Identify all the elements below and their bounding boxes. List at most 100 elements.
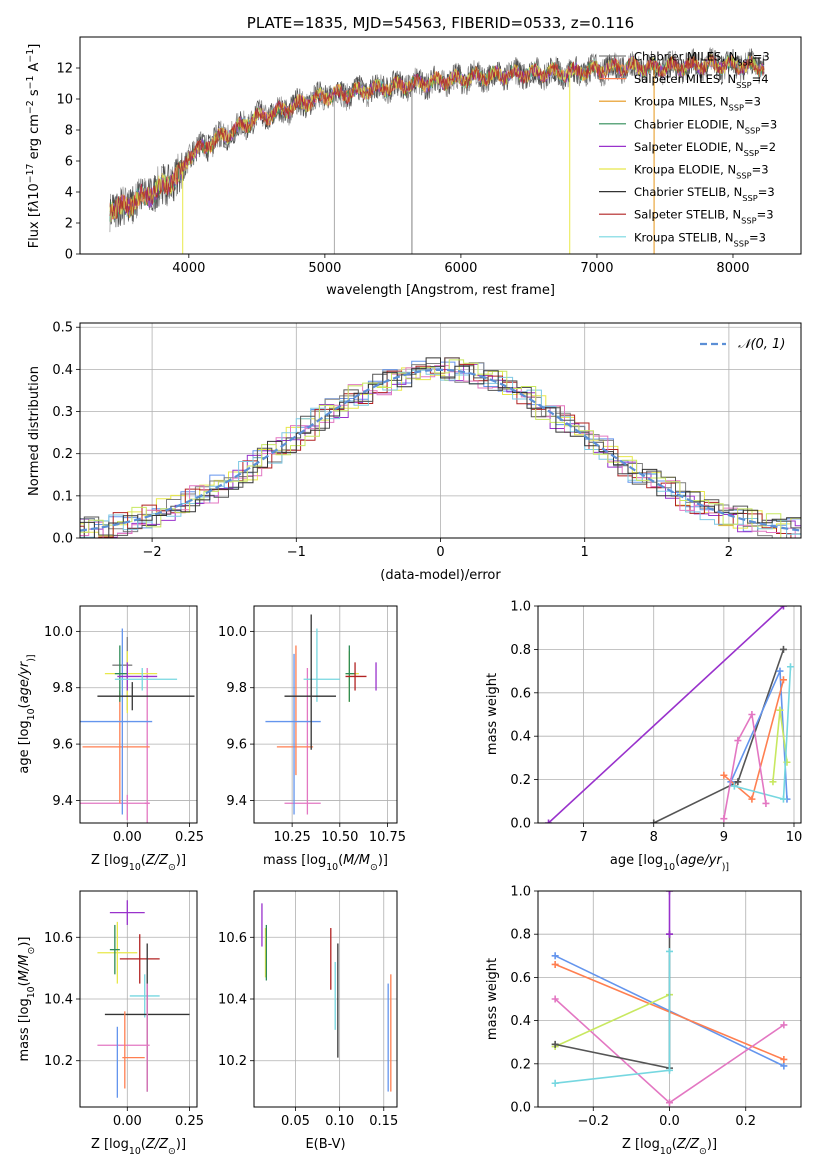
errorbar-point <box>129 974 160 1018</box>
x-tick-label: 5000 <box>308 261 341 276</box>
y-axis-label-part: −17 <box>25 163 36 183</box>
x-axis-label-part: Z/Z <box>676 1137 700 1152</box>
weight-marker <box>780 1055 788 1063</box>
y-tick-label: 1.0 <box>510 600 531 615</box>
y-tick-label: 0.4 <box>510 1014 531 1029</box>
histogram-series <box>80 363 801 538</box>
legend-label: Kroupa MILES, NSSP=3 <box>634 95 761 113</box>
x-axis-label-part: ( <box>675 853 680 868</box>
legend-label-part: Salpeter ELODIE, N <box>634 140 744 154</box>
y-tick-label: 10.4 <box>44 993 73 1008</box>
y-axis-label-part: −1 <box>25 76 36 90</box>
legend-label: Salpeter STELIB, NSSP=3 <box>634 208 774 226</box>
legend-label-part: =3 <box>757 208 774 222</box>
y-axis-label-part: erg cm <box>27 114 42 163</box>
x-axis-label-part: age/yr <box>680 853 723 868</box>
x-tick-label: −1 <box>287 545 306 560</box>
y-axis-label: age [log10(age/yr)] <box>17 654 37 773</box>
x-axis-label-part: Z/Z <box>145 853 169 868</box>
x-tick-label: 10.50 <box>321 830 358 845</box>
x-tick-label: 0.0 <box>659 1114 680 1129</box>
legend-label-part: SSP <box>741 216 756 226</box>
x-axis-label-part: Z [log <box>91 853 129 868</box>
axes-frame <box>79 605 198 824</box>
legend-label-part: =2 <box>759 140 776 154</box>
weight-line <box>547 606 785 823</box>
y-axis-label-part: 10 <box>26 708 37 720</box>
legend-label-part: Kroupa MILES, N <box>634 95 729 109</box>
y-tick-label: 9.8 <box>52 681 73 696</box>
legend-label-part: =3 <box>753 50 770 64</box>
legend-label: Salpeter MILES, NSSP=4 <box>634 72 769 90</box>
y-tick-label: 12 <box>56 62 73 77</box>
weight-line <box>555 934 671 1070</box>
legend-label: Chabrier STELIB, NSSP=3 <box>634 185 775 203</box>
x-axis-label-part: ( <box>672 1137 677 1152</box>
weight-marker <box>666 891 673 895</box>
y-axis-label: mass weight <box>485 958 500 1040</box>
weight-marker <box>762 799 770 807</box>
y-tick-label: 10.0 <box>44 625 73 640</box>
weight-marker <box>666 1099 673 1107</box>
x-tick-label: 0.00 <box>113 1114 142 1129</box>
weight-marker <box>780 1062 788 1070</box>
errorbar-point <box>109 924 120 975</box>
x-tick-label: 0.00 <box>113 830 142 845</box>
x-tick-label: 0.05 <box>281 1114 310 1129</box>
legend-label-part: SSP <box>744 148 759 158</box>
y-tick-label: 1.0 <box>510 885 531 900</box>
x-axis-label: E(B-V) <box>305 1137 345 1152</box>
errorbar-point <box>303 628 340 702</box>
histogram-series <box>80 357 801 538</box>
weight-line <box>723 712 767 819</box>
legend-label-part: SSP <box>736 171 751 181</box>
chart-title: PLATE=1835, MJD=54563, FIBERID=0533, z=0… <box>247 14 634 32</box>
x-axis-label: Z [log10(Z/Z⊙)] <box>91 1137 186 1157</box>
axes-frame <box>537 605 802 824</box>
y-tick-label: 0.4 <box>510 730 531 745</box>
weight-marker <box>720 771 728 779</box>
weight-marker <box>779 645 787 653</box>
histogram-series <box>80 359 801 538</box>
errorbar-point <box>82 690 150 804</box>
y-tick-label: 10.6 <box>218 931 247 946</box>
weight-marker <box>551 1079 559 1087</box>
x-axis-label: Z [log10(Z/Z⊙)] <box>622 1137 717 1157</box>
errorbar-point <box>109 900 145 925</box>
y-axis-label-part: age [log <box>17 720 32 773</box>
weight-marker <box>545 819 553 823</box>
x-tick-label: 6000 <box>444 261 477 276</box>
x-axis-label-part: ( <box>141 853 146 868</box>
legend-label-part: Chabrier STELIB, N <box>634 185 742 199</box>
axes-frame <box>253 890 398 1108</box>
weight-marker <box>779 606 787 610</box>
legend-label: Kroupa ELODIE, NSSP=3 <box>634 163 769 181</box>
y-axis-label: mass [log10(M/M⊙)] <box>17 937 37 1062</box>
legend-label-part: Chabrier ELODIE, N <box>634 117 745 131</box>
y-tick-label: 10.2 <box>44 1054 73 1069</box>
legend-label-normal: 𝒩(0, 1) <box>738 337 785 352</box>
y-axis-label-part: 10 <box>27 183 42 200</box>
y-axis-label: Normed distribution <box>27 366 42 496</box>
x-axis-label-part: 10 <box>663 862 675 873</box>
x-axis-label-part: ⊙ <box>370 862 378 873</box>
weight-marker <box>730 782 738 790</box>
y-axis-label: Flux [fλ10−17 erg cm−2 s−1 A−1] <box>25 44 43 249</box>
weight-marker <box>779 676 787 684</box>
weight-line <box>554 993 670 1048</box>
x-axis-label-part: ⊙ <box>699 1146 707 1157</box>
errorbars <box>261 903 392 1092</box>
y-axis-label-group: Flux [fλ10−17 erg cm−2 s−1 A−1] <box>25 44 43 249</box>
x-axis-label-part: ( <box>338 853 343 868</box>
x-axis-label-part: )] <box>707 1137 717 1152</box>
errorbar-point <box>345 662 367 691</box>
axes-5: 0.00 0.25 10.2 10.4 10.6 <box>44 891 204 1129</box>
x-tick-label: 10 <box>786 830 803 845</box>
normal-curve <box>80 368 801 532</box>
y-axis-label-part: −1 <box>25 49 36 63</box>
y-tick-label: 9.8 <box>226 681 247 696</box>
y-axis-label-part: ⊙ <box>26 947 37 955</box>
x-tick-label: 0.15 <box>369 1114 398 1129</box>
spectrum-line <box>109 53 765 222</box>
